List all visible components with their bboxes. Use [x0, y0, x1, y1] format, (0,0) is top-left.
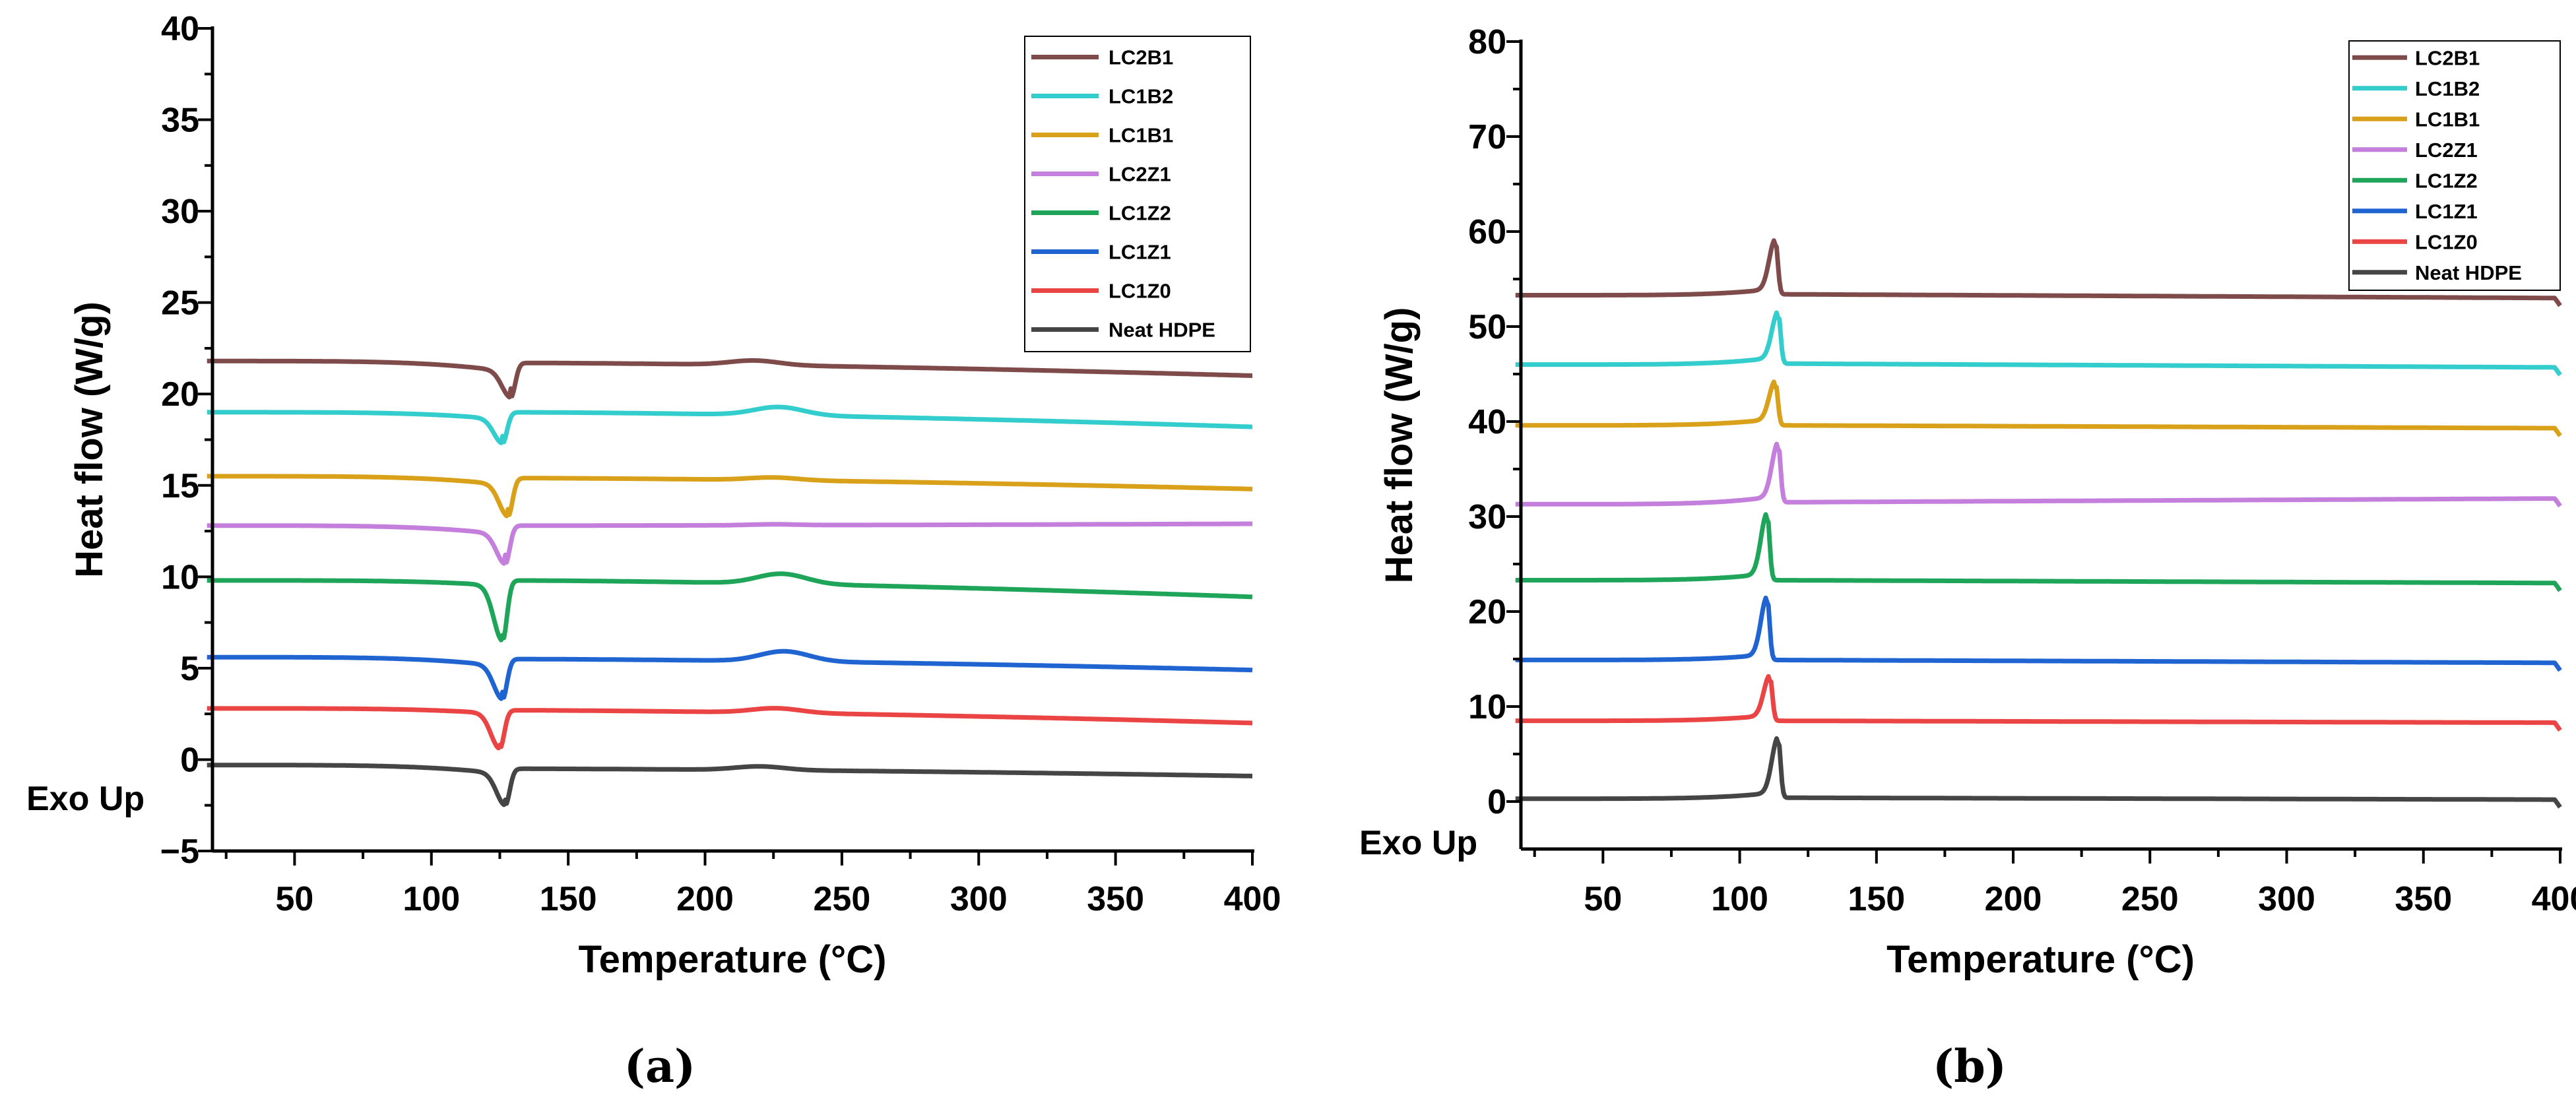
legend-label: LC1B1: [2415, 108, 2480, 131]
y-axis-title: Heat flow (W/g): [1378, 307, 1421, 584]
y-tick-label: 5: [180, 650, 199, 688]
series-line-lc2z1: [1514, 441, 2562, 508]
y-tick-label: 50: [1468, 308, 1506, 346]
legend-label: LC2B1: [1109, 46, 1173, 69]
legend: LC2B1 LC1B2 LC1B1 LC2Z1 LC1Z2 LC1Z1 LC1Z0 Neat …: [2348, 40, 2561, 291]
x-tick-label: 350: [2395, 880, 2452, 918]
y-tick-label: 0: [1487, 783, 1506, 821]
exo-up-annotation: Exo Up: [26, 780, 145, 818]
x-tick-label: 250: [2121, 880, 2179, 918]
y-tick-label: −5: [160, 833, 199, 871]
x-tick-label: 350: [1087, 880, 1144, 918]
x-tick-label: 100: [402, 880, 460, 918]
series-line-lc1b2: [206, 404, 1254, 445]
legend-label: Neat HDPE: [2415, 261, 2522, 284]
legend-label: LC1Z0: [1109, 280, 1171, 303]
series-line-lc1z0: [206, 706, 1254, 751]
x-tick-label: 400: [2532, 880, 2576, 918]
y-tick-label: 40: [1468, 403, 1506, 441]
legend-label: LC1Z1: [1109, 241, 1171, 264]
series-line-neat-hdpe: [206, 763, 1254, 807]
panel-a-caption: (a): [624, 1040, 695, 1093]
series-line-lc2b1: [206, 358, 1254, 400]
x-axis-title: Temperature (°C): [579, 938, 887, 981]
y-tick-label: 15: [161, 467, 199, 505]
series-line-lc1b2: [1514, 310, 2562, 377]
legend-label: LC1Z0: [2415, 230, 2478, 253]
series-line-lc1b1: [1514, 379, 2562, 437]
panel-b-chart: 50 100 150 200 250 300 350 400 0 10 20 30 40 50 60 70 80…: [1359, 23, 2576, 981]
legend-label: LC1Z2: [2415, 169, 2478, 192]
legend-label: LC1B1: [1109, 124, 1173, 147]
y-tick-label: 60: [1468, 213, 1506, 251]
series-line-lc1z2: [1514, 512, 2562, 592]
y-tick-label: 30: [1468, 498, 1506, 536]
series-line-lc2z1: [206, 521, 1254, 566]
series-line-lc2b1: [1514, 238, 2562, 307]
legend: LC2B1 LC1B2 LC1B1 LC2Z1 LC1Z2 LC1Z1 LC1Z0 Neat …: [1024, 36, 1251, 352]
y-tick-label: 70: [1468, 118, 1506, 156]
x-axis-title: Temperature (°C): [1886, 938, 2195, 981]
legend-label: LC1B2: [1109, 85, 1173, 108]
legend-label: LC2Z1: [2415, 139, 2478, 162]
y-tick-label: 10: [1468, 688, 1506, 726]
x-tick-label: 400: [1224, 880, 1281, 918]
x-tick-label: 150: [1848, 880, 1905, 918]
panel-a-chart: 50 100 150 200 250 300 350 400 −5 0 5 10 15 20 25 30 35 4…: [26, 10, 1281, 981]
series-line-neat-hdpe: [1514, 736, 2562, 809]
x-tick-label: 300: [2258, 880, 2315, 918]
legend-label: LC2Z1: [1109, 163, 1171, 186]
series-line-lc1z2: [206, 571, 1254, 643]
x-tick-label: 100: [1711, 880, 1768, 918]
legend-box: [2348, 40, 2561, 291]
legend-label: LC1Z1: [2415, 200, 2478, 223]
legend-label: LC1Z2: [1109, 202, 1171, 225]
y-tick-label: 35: [161, 102, 199, 140]
legend-label: LC1B2: [2415, 77, 2480, 100]
y-tick-label: 25: [161, 284, 199, 323]
series-line-lc1z1: [206, 648, 1254, 701]
exo-up-annotation: Exo Up: [1359, 824, 1477, 862]
x-tick-label: 300: [950, 880, 1008, 918]
y-tick-label: 10: [161, 558, 199, 596]
series-line-lc1z1: [1514, 595, 2562, 672]
x-tick-label: 50: [275, 880, 313, 918]
x-tick-label: 200: [1985, 880, 2042, 918]
y-tick-label: 20: [161, 375, 199, 414]
x-tick-label: 250: [814, 880, 871, 918]
y-axis-title: Heat flow (W/g): [68, 301, 111, 578]
y-tick-label: 40: [161, 10, 199, 48]
x-tick-label: 150: [540, 880, 597, 918]
x-tick-label: 200: [676, 880, 734, 918]
legend-label: Neat HDPE: [1109, 319, 1215, 342]
series-line-lc1z0: [1514, 674, 2562, 732]
panel-b-caption: (b): [1933, 1040, 2007, 1093]
legend-box: [1024, 36, 1251, 352]
x-tick-label: 50: [1584, 880, 1622, 918]
y-tick-label: 20: [1468, 593, 1506, 631]
legend-label: LC2B1: [2415, 46, 2480, 69]
y-tick-label: 0: [180, 741, 199, 779]
series-line-lc1b1: [206, 474, 1254, 519]
y-tick-label: 80: [1468, 23, 1506, 61]
y-tick-label: 30: [161, 193, 199, 231]
